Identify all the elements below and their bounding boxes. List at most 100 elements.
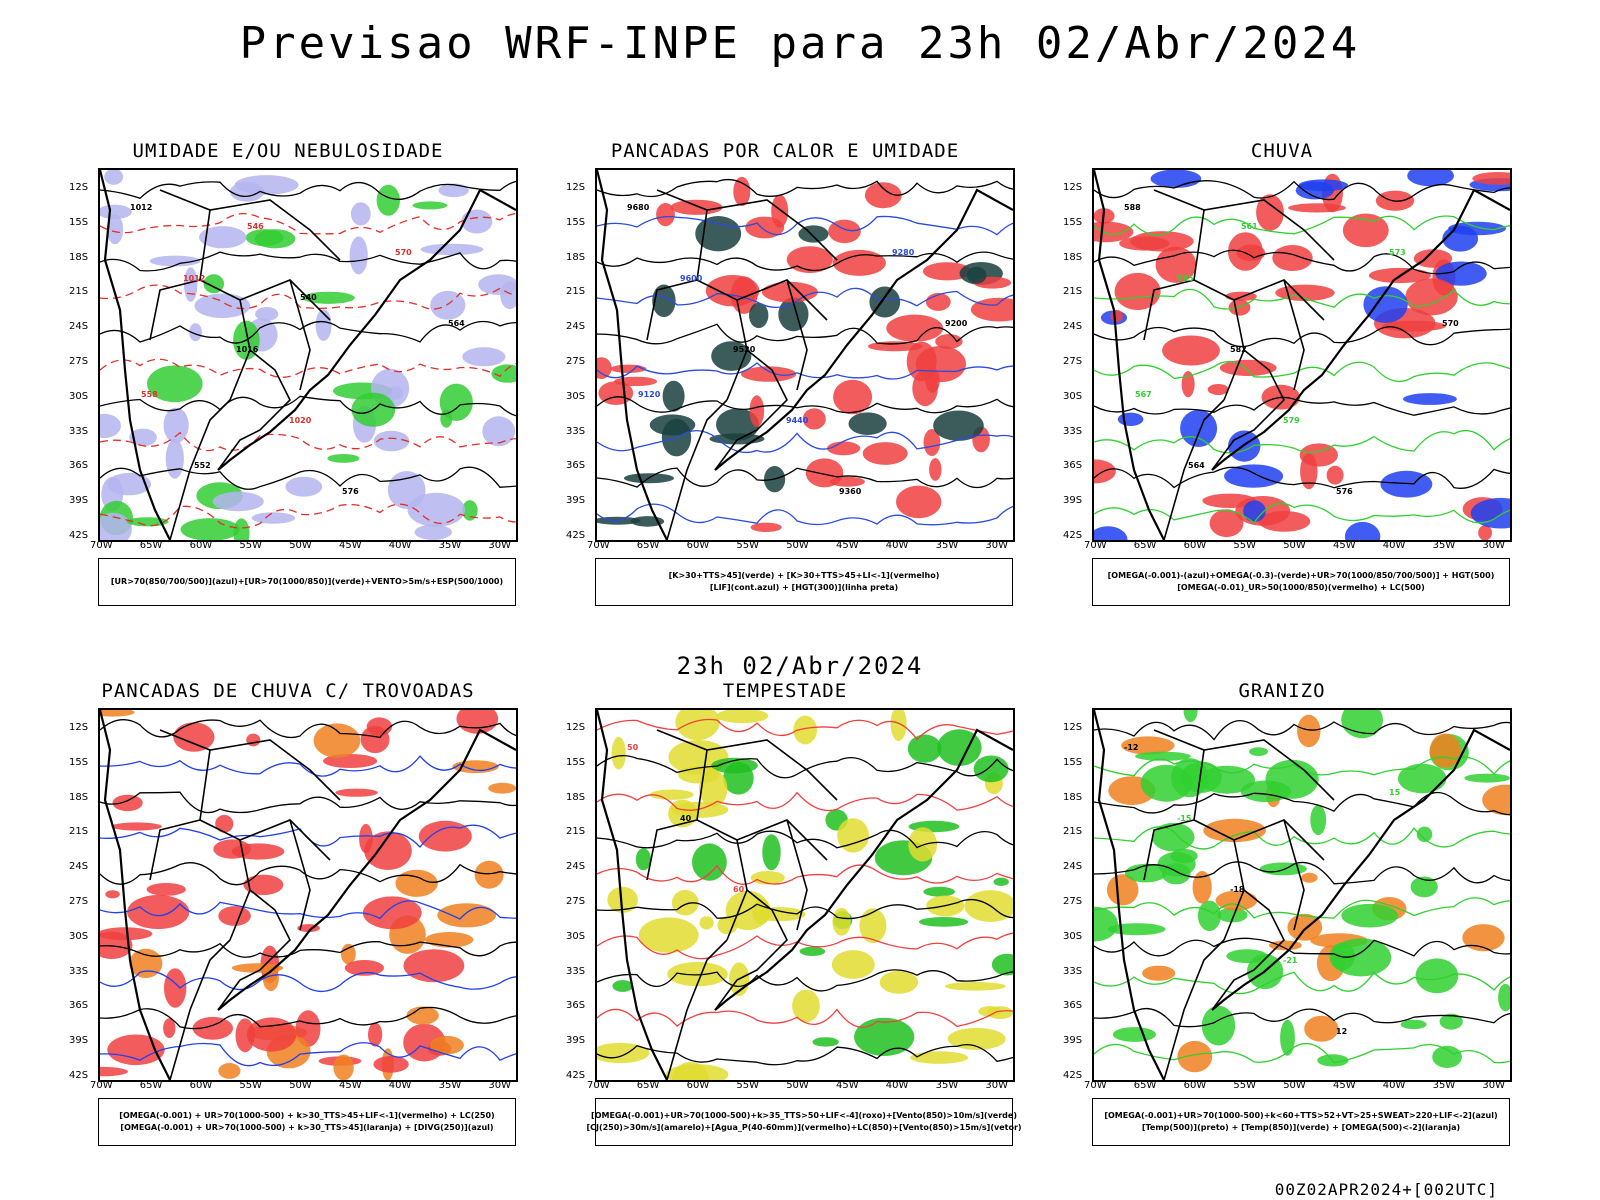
contour-label: 573 xyxy=(1389,248,1406,257)
y-tick-label: 33S xyxy=(566,425,586,437)
panel-title: GRANIZO xyxy=(1238,680,1326,702)
shaded-area xyxy=(107,472,152,496)
shaded-area xyxy=(327,454,360,463)
y-tick-label: 33S xyxy=(1063,425,1083,437)
contour-line xyxy=(1094,466,1510,489)
shaded-area xyxy=(907,734,942,763)
shaded-area xyxy=(285,476,323,497)
contour-line xyxy=(100,1042,516,1067)
contour-line xyxy=(597,429,1013,454)
x-tick-label: 35W xyxy=(438,540,462,551)
x-tick-label: 50W xyxy=(786,1080,809,1091)
contour-label: 540 xyxy=(300,293,317,302)
shaded-area xyxy=(373,430,410,452)
shaded-area xyxy=(1280,1019,1295,1056)
map-canvas: 50 40 60 xyxy=(597,710,1013,1080)
contour-label: 576 xyxy=(342,487,359,496)
contour-line xyxy=(100,755,516,777)
shaded-area xyxy=(910,1051,968,1064)
map-canvas xyxy=(100,710,516,1080)
shaded-area xyxy=(864,182,902,209)
contour-label: 1012 xyxy=(183,274,205,283)
shaded-area xyxy=(420,243,484,256)
x-tick-label: 45W xyxy=(1333,1080,1356,1091)
shaded-area xyxy=(164,968,187,1008)
x-tick-label: 40W xyxy=(1382,540,1406,551)
x-tick-label: 60W xyxy=(189,1080,213,1091)
legend-line: [CJ(250)>30m/s](amarelo)+[Agua_P(40-60mm… xyxy=(586,1123,1022,1132)
shaded-area xyxy=(387,471,426,509)
shaded-area xyxy=(105,890,120,899)
shaded-area xyxy=(750,871,785,885)
shaded-area xyxy=(635,848,651,871)
y-tick-label: 42S xyxy=(1063,530,1083,541)
shaded-area xyxy=(991,953,1013,976)
contour-line xyxy=(597,718,1013,741)
contour-label: 1016 xyxy=(236,345,259,354)
shaded-area xyxy=(750,522,782,532)
shaded-area xyxy=(1415,958,1459,994)
map-canvas: 9680 9600 9520 9440 9360 9280 9200 9120 xyxy=(597,170,1013,540)
state-borders xyxy=(149,729,341,1080)
contour-line xyxy=(1094,971,1510,995)
map-canvas: 588 585 582 579 576 573 570 567 564 561 xyxy=(1094,170,1510,540)
shaded-area xyxy=(1298,179,1348,192)
shaded-area xyxy=(1363,286,1408,323)
y-tick-label: 39S xyxy=(566,1035,586,1047)
run-time-footer: 00Z02APR2024+[002UTC] xyxy=(1274,1180,1498,1199)
x-tick-label: 50W xyxy=(1283,1080,1306,1091)
y-tick-label: 39S xyxy=(69,1035,89,1047)
x-tick-label: 35W xyxy=(438,1080,462,1091)
shaded-area xyxy=(129,428,157,447)
shaded-area xyxy=(919,917,969,927)
shaded-area xyxy=(107,1034,165,1066)
shaded-area xyxy=(717,916,738,935)
y-tick-label: 36S xyxy=(1063,460,1083,472)
shaded-area xyxy=(1243,500,1266,522)
x-tick-label: 50W xyxy=(289,1080,312,1091)
x-tick-label: 35W xyxy=(1432,540,1456,551)
shaded-area xyxy=(656,203,675,227)
map-plot-area: 9680 9600 9520 9440 9360 9280 9200 9120 xyxy=(595,168,1015,542)
shaded-area xyxy=(832,907,851,936)
y-tick-label: 24S xyxy=(1063,861,1083,873)
shaded-area xyxy=(802,408,826,430)
shaded-area xyxy=(403,949,465,983)
contour-label: 558 xyxy=(141,390,158,399)
contour-line xyxy=(597,1008,1013,1029)
shaded-area xyxy=(1304,1015,1339,1042)
contour-label: 9360 xyxy=(839,487,862,496)
x-tick-label: 40W xyxy=(885,1080,909,1091)
shaded-area xyxy=(1207,384,1229,395)
x-tick-label: 65W xyxy=(636,1080,660,1091)
shaded-area xyxy=(233,518,250,540)
shaded-area xyxy=(165,439,184,479)
x-tick-label: 70W xyxy=(1084,540,1107,551)
y-tick-label: 15S xyxy=(566,756,586,768)
shaded-area xyxy=(295,1010,321,1047)
contour-line xyxy=(100,791,516,814)
contour-line xyxy=(597,362,1013,380)
x-tick-label: 50W xyxy=(289,540,312,551)
legend-line: [UR>70(850/700/500)](azul)+[UR>70(1000/8… xyxy=(110,577,504,586)
contour-line xyxy=(1094,326,1510,348)
y-tick-label: 36S xyxy=(1063,1000,1083,1012)
shaded-area xyxy=(805,458,844,488)
y-tick-label: 27S xyxy=(69,356,89,367)
contour-label: 552 xyxy=(194,461,211,470)
y-tick-label: 12S xyxy=(1063,182,1083,193)
shaded-area xyxy=(491,364,516,383)
shaded-area xyxy=(350,202,371,226)
contour-line xyxy=(597,323,1013,345)
coastline xyxy=(100,170,516,540)
shaded-area xyxy=(1470,497,1510,529)
shaded-area xyxy=(831,950,875,979)
legend-line: [OMEGA(-0.001) + UR>70(1000-500) + k>30_… xyxy=(119,1111,495,1120)
shaded-area xyxy=(798,225,829,243)
shaded-area xyxy=(437,903,496,928)
y-tick-label: 24S xyxy=(566,321,586,333)
contour-label: 567 xyxy=(1135,390,1152,399)
shaded-area xyxy=(302,291,355,304)
shaded-area xyxy=(1114,272,1161,311)
page-title: Previsao WRF-INPE para 23h 02/Abr/2024 xyxy=(239,18,1361,69)
